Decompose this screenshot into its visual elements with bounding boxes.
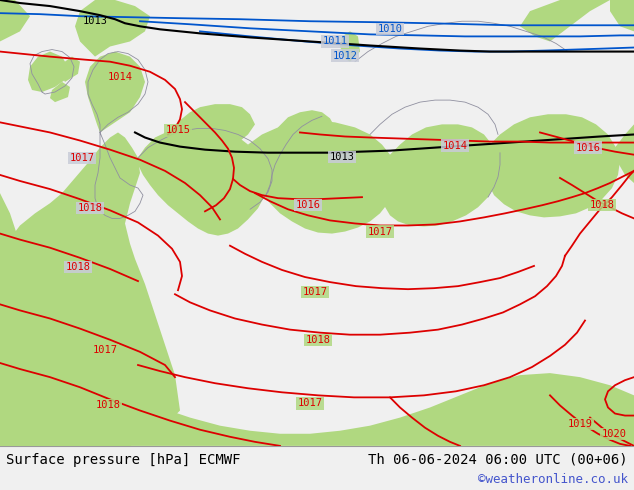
Polygon shape — [0, 0, 30, 42]
Polygon shape — [615, 124, 634, 183]
Polygon shape — [487, 114, 620, 218]
Polygon shape — [380, 124, 498, 226]
Text: Surface pressure [hPa] ECMWF: Surface pressure [hPa] ECMWF — [6, 453, 240, 467]
Text: 1017: 1017 — [70, 153, 94, 163]
Text: 1012: 1012 — [332, 50, 358, 61]
Text: ©weatheronline.co.uk: ©weatheronline.co.uk — [478, 473, 628, 487]
Polygon shape — [0, 193, 20, 304]
Polygon shape — [278, 110, 335, 148]
Text: 1018: 1018 — [590, 200, 614, 210]
Text: 1011: 1011 — [323, 36, 347, 47]
Text: Th 06-06-2024 06:00 UTC (00+06): Th 06-06-2024 06:00 UTC (00+06) — [368, 453, 628, 467]
Text: 1017: 1017 — [302, 287, 328, 297]
Polygon shape — [0, 132, 180, 446]
Text: 1014: 1014 — [443, 141, 467, 150]
Text: 1016: 1016 — [295, 200, 321, 210]
Text: 1017: 1017 — [368, 226, 392, 237]
Text: 1019: 1019 — [567, 418, 593, 429]
Polygon shape — [248, 121, 396, 234]
Polygon shape — [28, 51, 68, 92]
Polygon shape — [340, 31, 360, 62]
Text: 1018: 1018 — [77, 203, 103, 213]
Polygon shape — [610, 0, 634, 31]
Polygon shape — [138, 124, 268, 236]
Text: 1015: 1015 — [165, 125, 190, 135]
Text: 1014: 1014 — [108, 72, 133, 82]
Text: 1013: 1013 — [82, 16, 108, 26]
Polygon shape — [0, 304, 30, 446]
Text: 1016: 1016 — [576, 143, 600, 152]
Polygon shape — [170, 104, 255, 149]
Text: 1010: 1010 — [377, 24, 403, 34]
Polygon shape — [60, 57, 80, 82]
Polygon shape — [75, 0, 150, 57]
Polygon shape — [50, 82, 70, 102]
Text: 1013: 1013 — [330, 152, 354, 162]
Text: 1018: 1018 — [306, 335, 330, 345]
Text: 1017: 1017 — [93, 345, 117, 355]
Text: 1018: 1018 — [96, 400, 120, 411]
Polygon shape — [520, 0, 610, 42]
Text: 1017: 1017 — [297, 398, 323, 409]
Text: 1020: 1020 — [602, 429, 626, 439]
Text: 1018: 1018 — [65, 262, 91, 272]
Polygon shape — [0, 373, 634, 446]
Polygon shape — [85, 51, 145, 132]
